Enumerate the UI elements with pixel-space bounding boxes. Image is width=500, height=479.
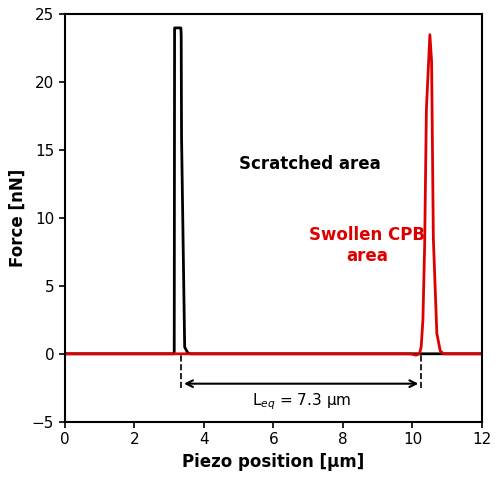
X-axis label: Piezo position [μm]: Piezo position [μm] [182, 453, 364, 471]
Y-axis label: Force [nN]: Force [nN] [8, 169, 26, 267]
Text: Swollen CPB
area: Swollen CPB area [310, 226, 426, 264]
Text: L$_{eq}$ = 7.3 μm: L$_{eq}$ = 7.3 μm [252, 391, 351, 411]
Text: Scratched area: Scratched area [238, 155, 380, 173]
